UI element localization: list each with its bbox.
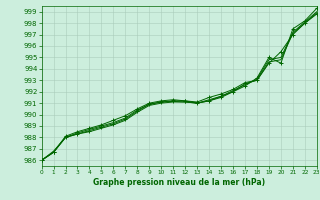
X-axis label: Graphe pression niveau de la mer (hPa): Graphe pression niveau de la mer (hPa) [93,178,265,187]
